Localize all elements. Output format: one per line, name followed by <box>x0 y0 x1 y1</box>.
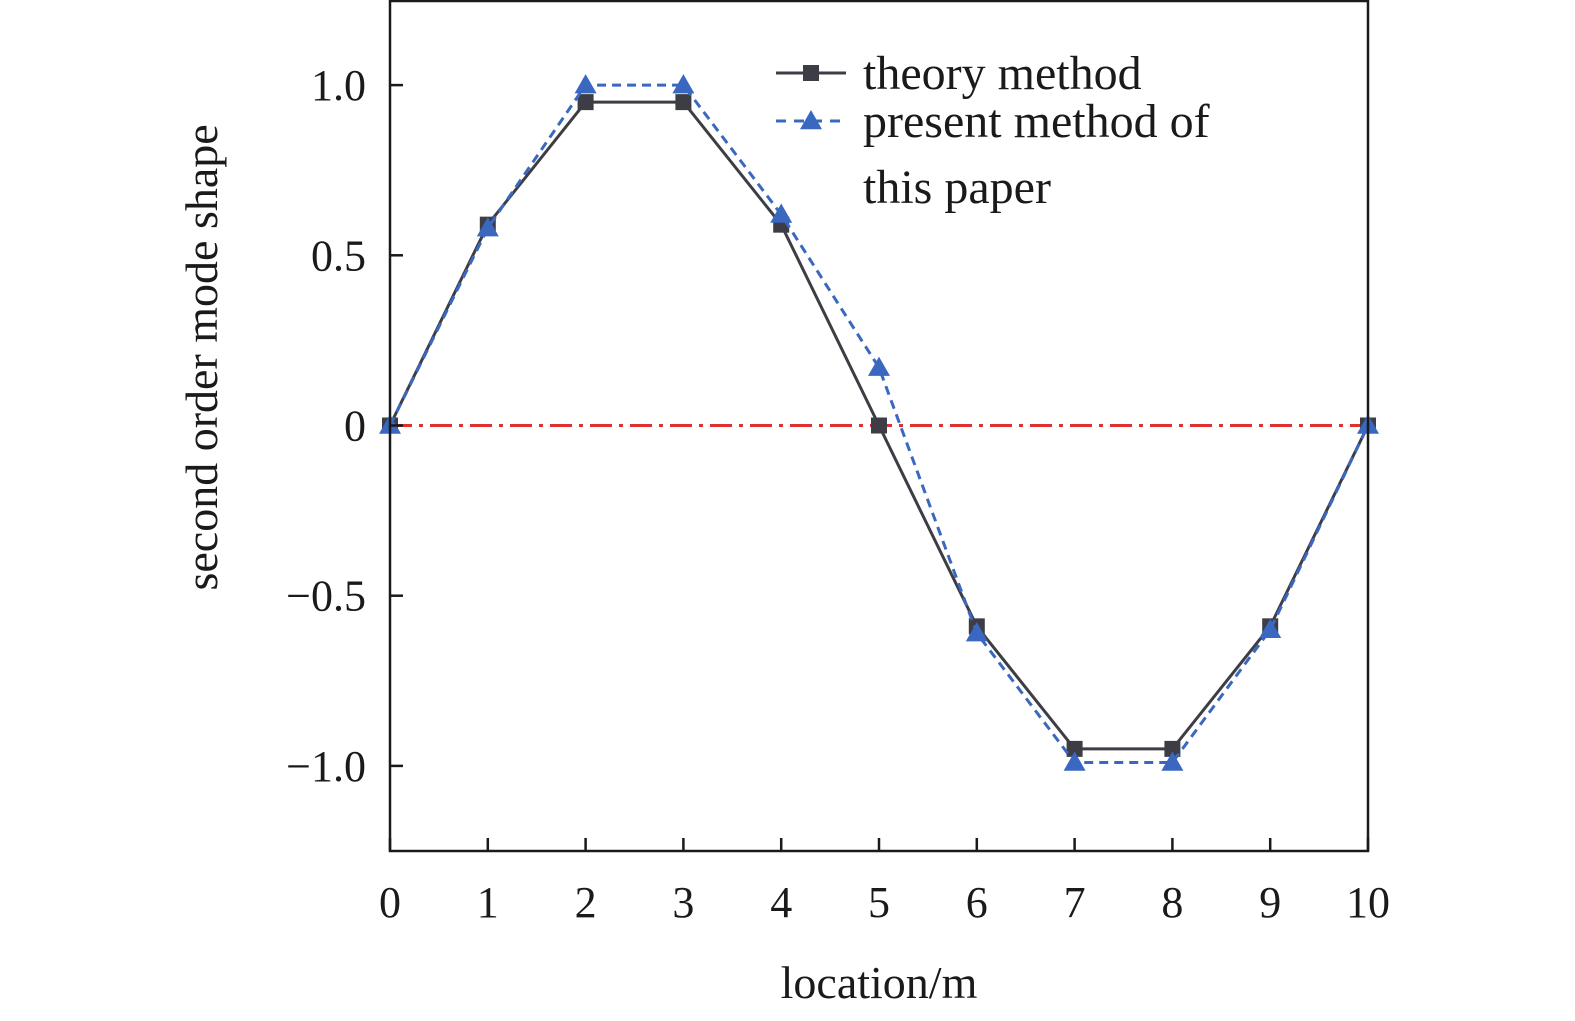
x-tick-label: 4 <box>770 878 792 927</box>
legend-marker <box>800 110 822 130</box>
axes-layer: 0 1 2 3 4 5 6 7 8 9 10 1.0 0.5 0 −0.5 −1.0 location/m sec… <box>176 0 1390 1008</box>
x-tick-label: 2 <box>575 878 597 927</box>
data-point <box>675 94 692 111</box>
x-tick-label: 5 <box>868 878 890 927</box>
y-tick-label: −0.5 <box>286 572 366 621</box>
legend-label: this paper <box>863 161 1051 214</box>
data-point <box>868 356 890 376</box>
x-tick-label: 1 <box>477 878 499 927</box>
data-point <box>574 74 597 94</box>
y-tick-label: 1.0 <box>311 61 366 110</box>
data-point <box>672 74 695 94</box>
data-point <box>770 203 793 223</box>
x-tick-label: 8 <box>1161 878 1183 927</box>
series-line <box>388 83 1370 764</box>
data-point <box>1259 618 1282 638</box>
legend-entry-0: theory method <box>776 47 1142 100</box>
data-point <box>1164 740 1181 757</box>
data-point <box>1161 751 1184 771</box>
x-tick-label: 9 <box>1259 878 1281 927</box>
legend-label: present method of <box>863 95 1210 148</box>
x-tick-label: 6 <box>966 878 988 927</box>
x-axis-label: location/m <box>781 957 978 1008</box>
x-tick-label: 7 <box>1064 878 1086 927</box>
x-tick-label: 3 <box>672 878 694 927</box>
series-1 <box>379 74 1379 771</box>
data-point <box>1066 740 1083 757</box>
data-point <box>476 217 499 237</box>
y-tick-label: 0 <box>344 402 366 451</box>
data-point <box>577 94 594 111</box>
x-tick-label: 10 <box>1346 878 1390 927</box>
legend-entry-1: present method of this paper <box>776 95 1210 214</box>
y-tick-label: −1.0 <box>286 742 366 791</box>
series-layer <box>379 74 1379 771</box>
y-axis-label: second order mode shape <box>176 124 227 590</box>
legend-marker <box>803 65 819 81</box>
y-tick-label: 0.5 <box>311 231 366 280</box>
data-point <box>871 417 887 434</box>
x-tick-label: 0 <box>379 878 401 927</box>
data-point <box>1063 751 1086 771</box>
legend-label: theory method <box>863 47 1142 100</box>
data-point <box>965 622 988 642</box>
